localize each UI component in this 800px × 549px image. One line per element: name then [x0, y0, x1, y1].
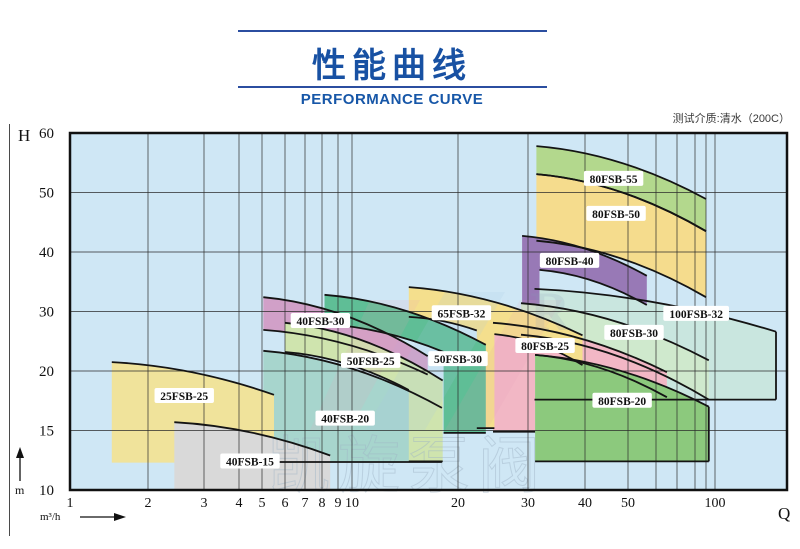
y-tick-60: 60 [39, 126, 54, 142]
region-label-box-80FSB-25 [515, 338, 575, 354]
y-tick-15: 15 [39, 424, 54, 440]
region-80FSB-55 [536, 146, 706, 232]
region-labels: 100FSB-32 80FSB-55 80FSB-50 80FSB-40 80FSB-3… [154, 170, 730, 469]
region-label-25FSB-25: 25FSB-25 [160, 391, 208, 403]
title-rule-bottom [238, 86, 547, 88]
y-axis-letter: H [18, 126, 30, 145]
page-subtitle: PERFORMANCE CURVE [300, 91, 484, 108]
x-tick-100: 100 [705, 496, 726, 511]
y-axis-arrowhead [16, 447, 24, 458]
region-80FSB-50 [536, 174, 706, 298]
curve-25FSB-25 [111, 361, 275, 396]
region-40FSB-20 [263, 350, 442, 462]
region-label-box-40FSB-15 [220, 453, 280, 469]
curve-80FSB-50 [536, 173, 707, 232]
curve-80FSB-25 [492, 321, 668, 374]
curve-40FSB-20 [263, 349, 443, 409]
x-tick-20: 20 [451, 496, 465, 511]
x-tick-3: 3 [201, 496, 208, 511]
x-axis-unit: m³/h [40, 511, 61, 523]
test-medium-note: 测试介质:清水（200C） [672, 113, 790, 125]
x-tick-2: 2 [145, 496, 152, 511]
region-label-100FSB-32: 100FSB-32 [669, 309, 723, 321]
region-label-80FSB-50: 80FSB-50 [592, 209, 640, 221]
x-tick-9: 9 [335, 496, 342, 511]
x-tick-50: 50 [621, 496, 635, 511]
region-label-box-50FSB-25 [340, 352, 401, 368]
region-label-box-80FSB-30 [604, 324, 664, 340]
x-tick-7: 7 [302, 496, 309, 511]
axis-decorations: Hm m³/h Q [15, 126, 790, 523]
region-label-40FSB-20: 40FSB-20 [321, 414, 369, 426]
y-axis-unit: m [15, 483, 25, 497]
title-rule-top [238, 30, 547, 32]
region-label-box-80FSB-50 [586, 205, 646, 221]
region-curves [111, 145, 777, 463]
region-label-box-80FSB-40 [539, 252, 600, 268]
region-label-box-80FSB-20 [592, 392, 652, 408]
x-tick-10: 10 [345, 496, 359, 511]
plot-frame [68, 131, 789, 492]
page-left-border [9, 124, 10, 536]
curve-100FSB-32 [534, 288, 777, 333]
region-80FSB-20 [535, 354, 709, 462]
region-label-box-40FSB-30 [290, 313, 351, 329]
page-title: 性能曲线 [312, 47, 472, 85]
region-label-box-100FSB-32 [663, 305, 730, 321]
region-label-box-50FSB-30 [428, 351, 488, 367]
y-tick-30: 30 [39, 305, 54, 321]
region-label-80FSB-20: 80FSB-20 [598, 396, 646, 408]
region-label-box-25FSB-25 [154, 387, 214, 403]
region-label-80FSB-25: 80FSB-25 [521, 341, 569, 353]
x-tick-8: 8 [319, 496, 326, 511]
curve-80FSB-40 [539, 269, 648, 306]
curve-50FSB-30 [324, 293, 487, 346]
y-tick-40: 40 [39, 245, 54, 261]
curve-40FSB-15 [174, 421, 331, 457]
x-tick-5: 5 [259, 496, 266, 511]
curve-65FSB-32 [408, 286, 583, 337]
x-tick-1: 1 [67, 496, 74, 511]
y-tick-10: 10 [39, 483, 54, 499]
region-label-80FSB-30: 80FSB-30 [610, 328, 658, 340]
curve-80FSB-55 [536, 145, 707, 200]
curve-80FSB-20 [535, 354, 710, 408]
x-tick-40: 40 [578, 496, 592, 511]
curve-80FSB-30 [520, 333, 710, 401]
region-label-40FSB-15: 40FSB-15 [226, 456, 274, 468]
x-axis-arrowhead [114, 513, 126, 521]
x-tick-4: 4 [236, 496, 243, 511]
x-tick-30: 30 [521, 496, 535, 511]
y-tick-20: 20 [39, 364, 54, 380]
region-label-40FSB-30: 40FSB-30 [296, 316, 344, 328]
region-50FSB-30 [324, 294, 486, 433]
region-label-80FSB-40: 80FSB-40 [546, 256, 594, 268]
region-label-box-80FSB-55 [583, 170, 644, 186]
curve-80FSB-40 [522, 235, 648, 277]
curve-40FSB-30 [263, 329, 429, 376]
region-label-80FSB-55: 80FSB-55 [590, 174, 638, 186]
curve-65FSB-32 [408, 316, 478, 332]
curve-80FSB-50 [536, 239, 707, 298]
x-tick-6: 6 [282, 496, 289, 511]
region-label-50FSB-25: 50FSB-25 [347, 356, 395, 368]
region-label-65FSB-32: 65FSB-32 [437, 308, 485, 320]
region-label-50FSB-30: 50FSB-30 [434, 354, 482, 366]
region-label-box-40FSB-20 [315, 410, 375, 426]
y-tick-50: 50 [39, 186, 54, 202]
x-axis-letter: Q [778, 504, 790, 523]
region-label-box-65FSB-32 [431, 305, 492, 321]
curve-80FSB-30 [520, 302, 710, 362]
